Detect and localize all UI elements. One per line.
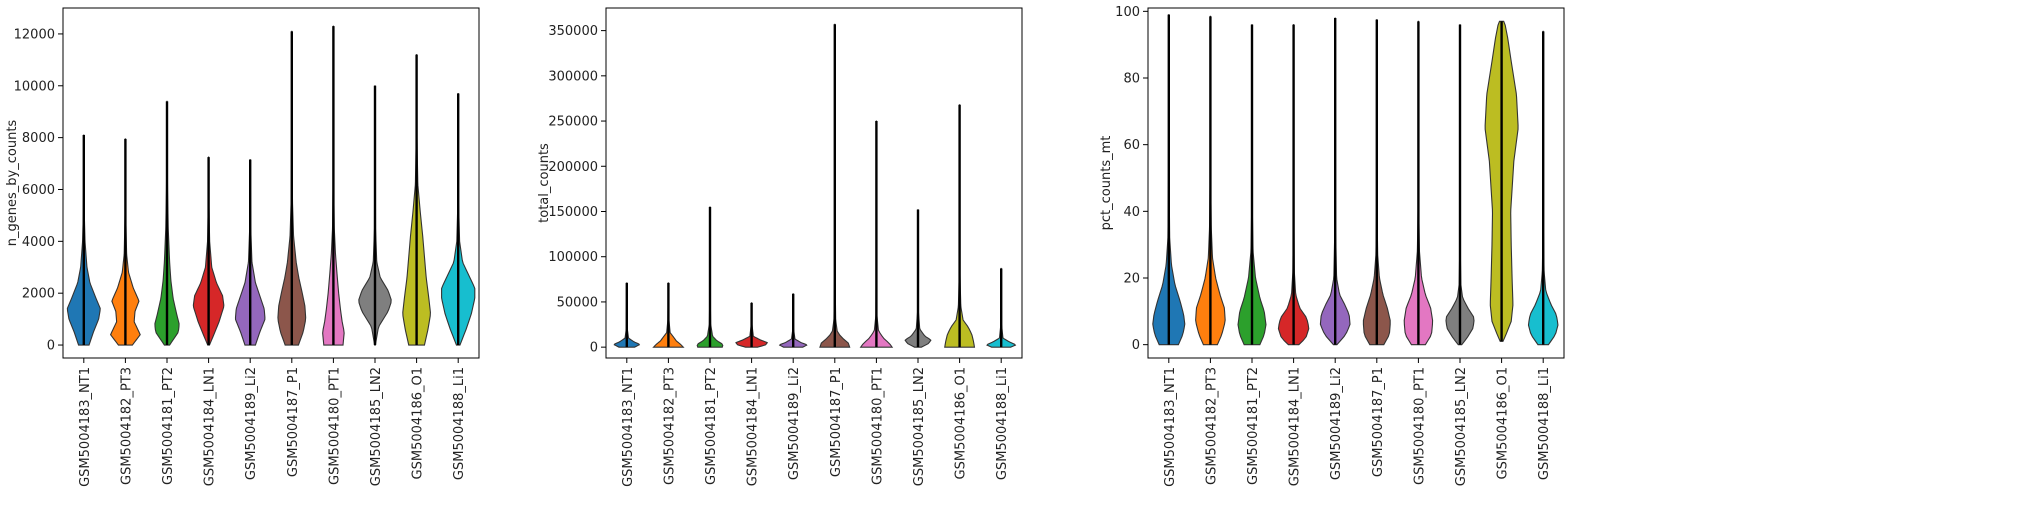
x-tick-label: GSM5004188_Li1	[995, 367, 1010, 480]
x-tick-label: GSM5004187_P1	[286, 367, 301, 477]
violin-panel-2: GSM5004183_NT1 GSM5004182_PT3 GSM5004181_P…	[537, 7, 1023, 487]
y-tick-label: 80	[1123, 72, 1140, 87]
y-axis-label: n_genes_by_counts	[5, 120, 20, 247]
x-tick-label: GSM5004188_Li1	[1537, 367, 1552, 480]
violin-panel-3: GSM5004183_NT1 GSM5004182_PT3 GSM5004181_P…	[1099, 5, 1565, 487]
y-tick-label: 0	[47, 339, 55, 354]
x-tick-label: GSM5004185_LN2	[1454, 367, 1469, 486]
y-tick-label: 8000	[22, 131, 55, 146]
x-tick-label: GSM5004184_LN1	[203, 367, 218, 486]
x-tick-label: GSM5004185_LN2	[369, 367, 384, 486]
y-tick-label: 0	[590, 341, 598, 356]
y-tick-label: 10000	[14, 79, 55, 94]
x-tick-label: GSM5004181_PT2	[1246, 367, 1261, 485]
x-tick-label: GSM5004185_LN2	[912, 367, 927, 486]
x-tick-label: GSM5004183_NT1	[621, 367, 636, 487]
x-tick-label: GSM5004189_Li2	[244, 367, 259, 480]
y-axis-label: total_counts	[537, 143, 552, 223]
x-tick-label: GSM5004180_PT1	[870, 367, 885, 485]
violin-panel-1: GSM5004183_NT1 GSM5004182_PT3 GSM5004181_P…	[5, 7, 480, 487]
x-tick-label: GSM5004187_P1	[829, 367, 844, 477]
x-tick-label: GSM5004184_LN1	[746, 367, 761, 486]
y-tick-label: 60	[1123, 138, 1140, 153]
y-tick-label: 12000	[14, 27, 55, 42]
axes-frame	[605, 7, 1023, 359]
y-tick-label: 20	[1123, 272, 1140, 287]
x-tick-label: GSM5004186_O1	[411, 367, 426, 479]
y-tick-label: 350000	[548, 24, 598, 39]
x-tick-label: GSM5004189_Li2	[787, 367, 802, 480]
x-tick-label: GSM5004181_PT2	[161, 367, 176, 485]
y-tick-label: 0	[1132, 338, 1140, 353]
axes-frame	[1147, 7, 1565, 359]
y-tick-label: 150000	[548, 205, 598, 220]
y-tick-label: 4000	[22, 235, 55, 250]
y-tick-label: 100	[1115, 5, 1140, 20]
x-tick-label: GSM5004189_Li2	[1329, 367, 1344, 480]
y-tick-label: 300000	[548, 69, 598, 84]
y-tick-label: 40	[1123, 205, 1140, 220]
y-tick-label: 200000	[548, 160, 598, 175]
x-tick-label: GSM5004186_O1	[954, 367, 969, 479]
y-tick-label: 250000	[548, 115, 598, 130]
y-tick-label: 6000	[22, 183, 55, 198]
x-tick-label: GSM5004180_PT1	[1412, 367, 1427, 485]
y-tick-label: 50000	[557, 295, 598, 310]
x-tick-label: GSM5004183_NT1	[78, 367, 93, 487]
y-tick-label: 100000	[548, 250, 598, 265]
x-tick-label: GSM5004181_PT2	[704, 367, 719, 485]
x-tick-label: GSM5004188_Li1	[452, 367, 467, 480]
x-tick-label: GSM5004182_PT3	[662, 367, 677, 485]
x-tick-label: GSM5004187_P1	[1371, 367, 1386, 477]
x-tick-label: GSM5004184_LN1	[1288, 367, 1303, 486]
y-tick-label: 2000	[22, 287, 55, 302]
x-tick-label: GSM5004182_PT3	[119, 367, 134, 485]
x-tick-label: GSM5004183_NT1	[1163, 367, 1178, 487]
x-tick-label: GSM5004180_PT1	[327, 367, 342, 485]
x-tick-label: GSM5004182_PT3	[1204, 367, 1219, 485]
axes-frame	[62, 7, 480, 359]
x-tick-label: GSM5004186_O1	[1496, 367, 1511, 479]
y-axis-label: pct_counts_mt	[1099, 136, 1114, 231]
